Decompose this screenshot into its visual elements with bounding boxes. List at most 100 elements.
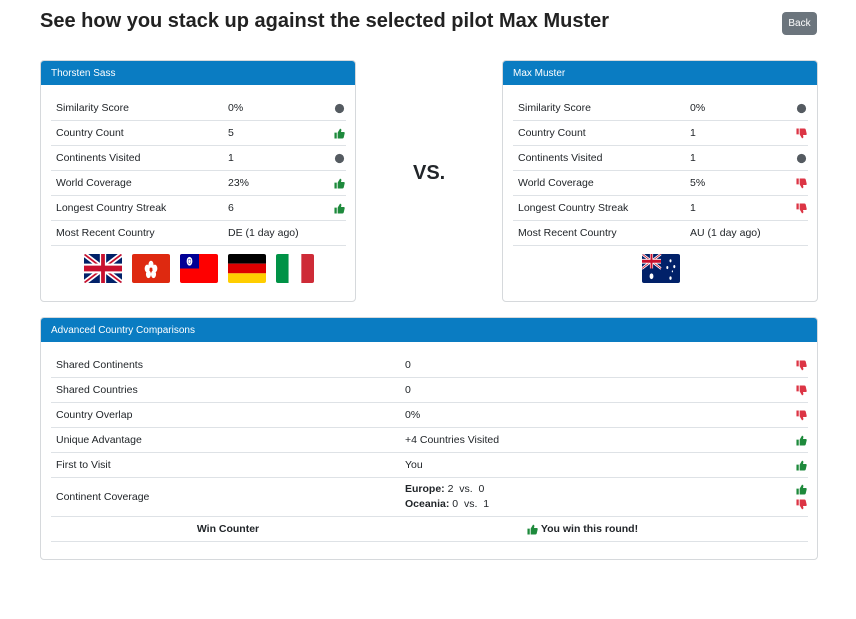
stat-label: World Coverage (56, 177, 132, 189)
dot-icon (334, 153, 345, 164)
stat-label: Continents Visited (56, 152, 141, 164)
comparison-value: 0% (405, 409, 421, 421)
advanced-card: Advanced Country Comparisons Shared Cont… (40, 317, 818, 560)
comparison-value: You (405, 459, 423, 471)
flag-icon (179, 254, 218, 283)
comparison-value: +4 Countries Visited (405, 434, 500, 446)
stat-label: Longest Country Streak (518, 202, 629, 214)
win-label: Win Counter (196, 523, 260, 535)
dot-icon (796, 103, 807, 114)
comparison-value: 0 (405, 384, 411, 396)
up-icon (334, 203, 345, 214)
continent-score: 2 vs. 0 (447, 483, 485, 495)
stat-label: Country Count (56, 127, 124, 139)
stat-value: 1 (228, 152, 234, 164)
continent-line: Europe: 2 vs. 0 (405, 482, 794, 497)
stat-value: 1 (690, 152, 696, 164)
stat-label: Most Recent Country (56, 227, 155, 239)
pilot-card: Max Muster Similarity Score 0% Country Cou… (502, 60, 818, 302)
flag-icon (227, 254, 266, 283)
stat-row: Longest Country Streak 6 (51, 196, 346, 221)
status-icon (332, 128, 346, 139)
stat-row: Country Count 1 (513, 121, 808, 146)
stat-value: 1 (690, 127, 696, 139)
down-icon (796, 410, 807, 421)
up-icon (334, 128, 345, 139)
status-icon (794, 178, 808, 189)
dot-icon (796, 153, 807, 164)
stat-value: DE (1 day ago) (228, 227, 299, 239)
page-title: See how you stack up against the selecte… (40, 10, 610, 32)
stats-list: Similarity Score 0% Country Count 5 Continen… (51, 96, 346, 283)
continent-score: 0 vs. 1 (452, 498, 490, 510)
flag-list (51, 254, 346, 283)
continent-name: Oceania: (405, 498, 450, 510)
stat-row: Most Recent Country DE (1 day ago) (51, 221, 346, 246)
stat-value: 1 (690, 202, 696, 214)
stat-label: Longest Country Streak (56, 202, 167, 214)
comparison-label: Continent Coverage (56, 491, 150, 503)
status-icon (794, 410, 808, 421)
up-icon (334, 178, 345, 189)
icon-stack (794, 484, 808, 510)
stat-label: Country Count (518, 127, 586, 139)
continent-line: Oceania: 0 vs. 1 (405, 497, 794, 512)
stat-value: 5 (228, 127, 234, 139)
stat-label: Most Recent Country (518, 227, 617, 239)
card-header: Thorsten Sass (41, 61, 355, 85)
back-button[interactable]: Back (782, 12, 817, 35)
stat-value: 5% (690, 177, 706, 189)
up-icon (796, 460, 807, 471)
stat-value: AU (1 day ago) (690, 227, 761, 239)
comparison-row: Shared Countries 0 (51, 378, 808, 403)
continent-name: Europe: (405, 483, 445, 495)
stat-row: Most Recent Country AU (1 day ago) (513, 221, 808, 246)
flag-icon (83, 254, 122, 283)
comparison-label: Shared Continents (56, 359, 143, 371)
status-icon (332, 153, 346, 164)
down-icon (796, 499, 807, 510)
win-result: You win this round! (405, 523, 808, 535)
stat-value: 0% (228, 102, 244, 114)
stat-row: Similarity Score 0% (51, 96, 346, 121)
comparison-row: Continent Coverage Europe: 2 vs. 0 Oceania… (51, 478, 808, 517)
status-icon (794, 484, 808, 495)
dot-icon (334, 103, 345, 114)
status-icon (794, 499, 808, 510)
stat-row: Similarity Score 0% (513, 96, 808, 121)
status-icon (794, 360, 808, 371)
down-icon (796, 128, 807, 139)
stat-row: Continents Visited 1 (51, 146, 346, 171)
stat-label: Similarity Score (56, 102, 129, 114)
comparison-value: 0 (405, 359, 411, 371)
status-icon (794, 128, 808, 139)
stats-list: Similarity Score 0% Country Count 1 Continen… (513, 96, 808, 283)
flag-icon (131, 254, 170, 283)
down-icon (796, 360, 807, 371)
comparison-list: Shared Continents 0 Shared Countries 0 Count… (51, 353, 808, 542)
stat-value: 6 (228, 202, 234, 214)
stat-row: Continents Visited 1 (513, 146, 808, 171)
comparison-label: Country Overlap (56, 409, 133, 421)
stat-row: Longest Country Streak 1 (513, 196, 808, 221)
win-text: You win this round! (540, 523, 639, 535)
comparison-row: First to Visit You (51, 453, 808, 478)
card-header: Max Muster (503, 61, 817, 85)
comparison-label: Shared Countries (56, 384, 138, 396)
down-icon (796, 203, 807, 214)
comparison-row: Unique Advantage +4 Countries Visited (51, 428, 808, 453)
stat-label: Continents Visited (518, 152, 603, 164)
status-icon (527, 524, 538, 535)
down-icon (796, 178, 807, 189)
flag-icon (641, 254, 680, 283)
stat-label: World Coverage (518, 177, 594, 189)
comparison-label: First to Visit (56, 459, 111, 471)
down-icon (796, 385, 807, 396)
stat-row: World Coverage 23% (51, 171, 346, 196)
card-header: Advanced Country Comparisons (41, 318, 817, 342)
stat-row: Country Count 5 (51, 121, 346, 146)
status-icon (794, 153, 808, 164)
up-icon (527, 524, 538, 535)
up-icon (796, 484, 807, 495)
